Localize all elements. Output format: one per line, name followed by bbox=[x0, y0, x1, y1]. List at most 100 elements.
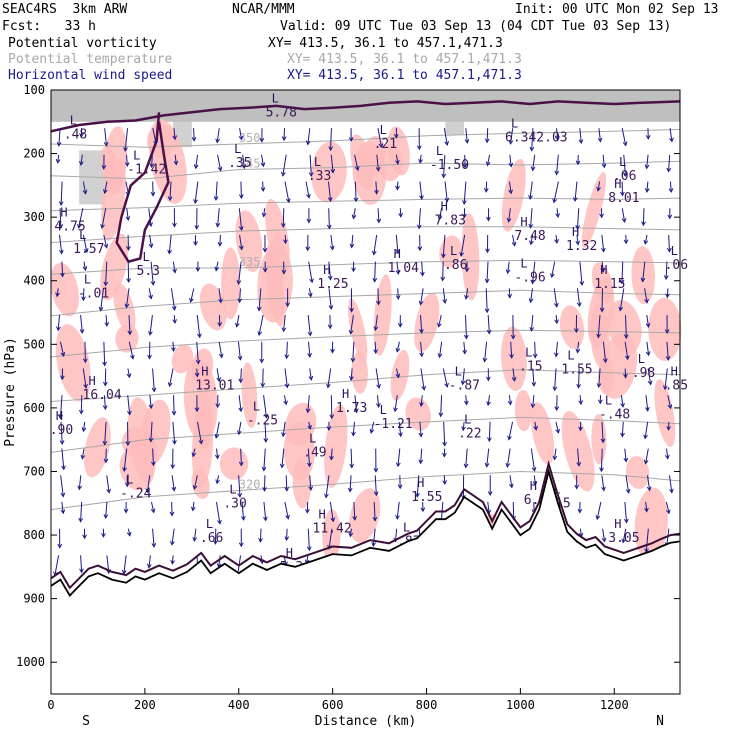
extremum-marker: H bbox=[417, 476, 424, 490]
wind-vector-head bbox=[622, 172, 628, 177]
wind-vector-head bbox=[281, 432, 286, 438]
extremum-value: .66 bbox=[200, 531, 223, 546]
valid-time: Valid: 09 UTC Tue 03 Sep 13 (04 CDT Tue … bbox=[280, 19, 672, 34]
extremum-value: .06 bbox=[613, 169, 636, 184]
wind-vector-head bbox=[104, 322, 110, 327]
wind-vector bbox=[534, 341, 536, 358]
wind-vector-head bbox=[509, 354, 514, 359]
pv-positive-patch bbox=[625, 456, 650, 490]
wind-vector-head bbox=[624, 355, 630, 361]
wind-vector-head bbox=[198, 439, 204, 445]
wind-vector-head bbox=[124, 303, 130, 309]
extremum-value: -.87 bbox=[449, 379, 480, 394]
pv-positive-patch bbox=[241, 362, 258, 429]
wind-vector-head bbox=[55, 292, 60, 298]
wind-vector bbox=[307, 315, 311, 336]
wind-vector-head bbox=[284, 383, 290, 389]
wind-vector-head bbox=[195, 359, 201, 365]
extremum-marker: L bbox=[605, 393, 612, 407]
extremum-marker: L bbox=[403, 520, 410, 534]
wind-vector bbox=[465, 128, 468, 143]
wind-vector-head bbox=[643, 434, 648, 440]
wind-vector-head bbox=[441, 173, 447, 179]
wind-vector-head bbox=[416, 224, 422, 230]
wind-vector-head bbox=[98, 306, 104, 312]
wind-vector bbox=[258, 288, 262, 311]
pv-positive-patch bbox=[501, 158, 526, 232]
wind-vector bbox=[80, 395, 83, 414]
wind-vector-head bbox=[419, 328, 424, 334]
wind-vector bbox=[123, 448, 128, 472]
extremum-value: .33 bbox=[308, 169, 331, 184]
pv-positive-patch bbox=[500, 326, 527, 392]
wind-vector bbox=[556, 208, 559, 218]
wind-vector bbox=[59, 395, 63, 419]
wind-vector bbox=[509, 475, 513, 488]
extremum-value: .22 bbox=[458, 426, 481, 441]
wind-vector bbox=[577, 448, 580, 466]
wind-vector-head bbox=[623, 239, 629, 245]
wind-vector-head bbox=[576, 461, 582, 467]
wind-vector bbox=[152, 528, 155, 547]
wind-vector-head bbox=[667, 214, 673, 220]
wind-vector-head bbox=[172, 439, 177, 445]
wind-vector bbox=[103, 341, 106, 366]
extremum-value: 7.48 bbox=[514, 229, 545, 244]
wind-vector bbox=[125, 288, 130, 308]
wind-vector bbox=[101, 208, 107, 229]
wind-vector-head bbox=[618, 306, 624, 312]
wind-vector bbox=[82, 234, 88, 253]
wind-vector-head bbox=[172, 135, 178, 141]
wind-vector bbox=[283, 395, 287, 405]
wind-vector bbox=[353, 501, 356, 520]
wind-vector-head bbox=[194, 372, 200, 378]
wind-vector bbox=[529, 181, 533, 200]
wind-vector-head bbox=[442, 299, 448, 304]
wind-vector-head bbox=[261, 466, 267, 472]
theta-isentrope bbox=[50, 197, 681, 212]
theta-isentrope bbox=[50, 369, 681, 402]
wind-vector-head bbox=[307, 331, 313, 337]
extremum-value: 4.75 bbox=[54, 220, 85, 235]
extremum-value: -.24 bbox=[120, 487, 151, 502]
wind-vector-head bbox=[531, 466, 537, 472]
north-end-label: N bbox=[656, 714, 664, 729]
pv-positive-patch bbox=[581, 171, 607, 248]
wind-vector bbox=[463, 341, 466, 354]
wind-vector-head bbox=[262, 267, 268, 273]
wind-vector-head bbox=[191, 136, 197, 142]
wind-vector bbox=[621, 421, 624, 437]
x-tick-label: 400 bbox=[228, 698, 250, 712]
wind-vector bbox=[105, 261, 108, 286]
pv-positive-patch bbox=[373, 274, 392, 356]
wind-vector-head bbox=[462, 163, 468, 169]
wind-vector-head bbox=[464, 139, 470, 144]
wind-vector-head bbox=[600, 438, 606, 444]
wind-vector-head bbox=[578, 139, 584, 145]
extremum-value: -1.50 bbox=[430, 158, 469, 173]
pv-positive-patch bbox=[235, 210, 263, 272]
wind-vector bbox=[377, 208, 380, 223]
wind-vector bbox=[576, 288, 581, 307]
wind-vector bbox=[352, 421, 355, 436]
extremum-value: 8.01 bbox=[608, 191, 639, 206]
wind-vector-head bbox=[79, 328, 85, 334]
wind-vector-head bbox=[484, 278, 490, 284]
wind-vector bbox=[624, 368, 627, 378]
wind-vector bbox=[152, 448, 154, 466]
wind-vector-head bbox=[103, 281, 109, 287]
wind-vector bbox=[598, 128, 601, 142]
wind-vector-head bbox=[462, 213, 467, 219]
wind-vector-head bbox=[601, 537, 607, 543]
wind-vector-head bbox=[171, 486, 177, 492]
extremum-marker: L bbox=[567, 349, 574, 363]
pv-positive-patch bbox=[648, 297, 682, 362]
wind-vector-head bbox=[103, 458, 109, 464]
wind-vector-head bbox=[238, 542, 244, 548]
wind-vector-head bbox=[596, 383, 602, 388]
wind-vector-head bbox=[306, 218, 312, 224]
wind-vector bbox=[642, 261, 646, 282]
wind-vector bbox=[307, 395, 310, 413]
wind-vector-head bbox=[173, 160, 179, 166]
wind-vector bbox=[308, 261, 313, 283]
